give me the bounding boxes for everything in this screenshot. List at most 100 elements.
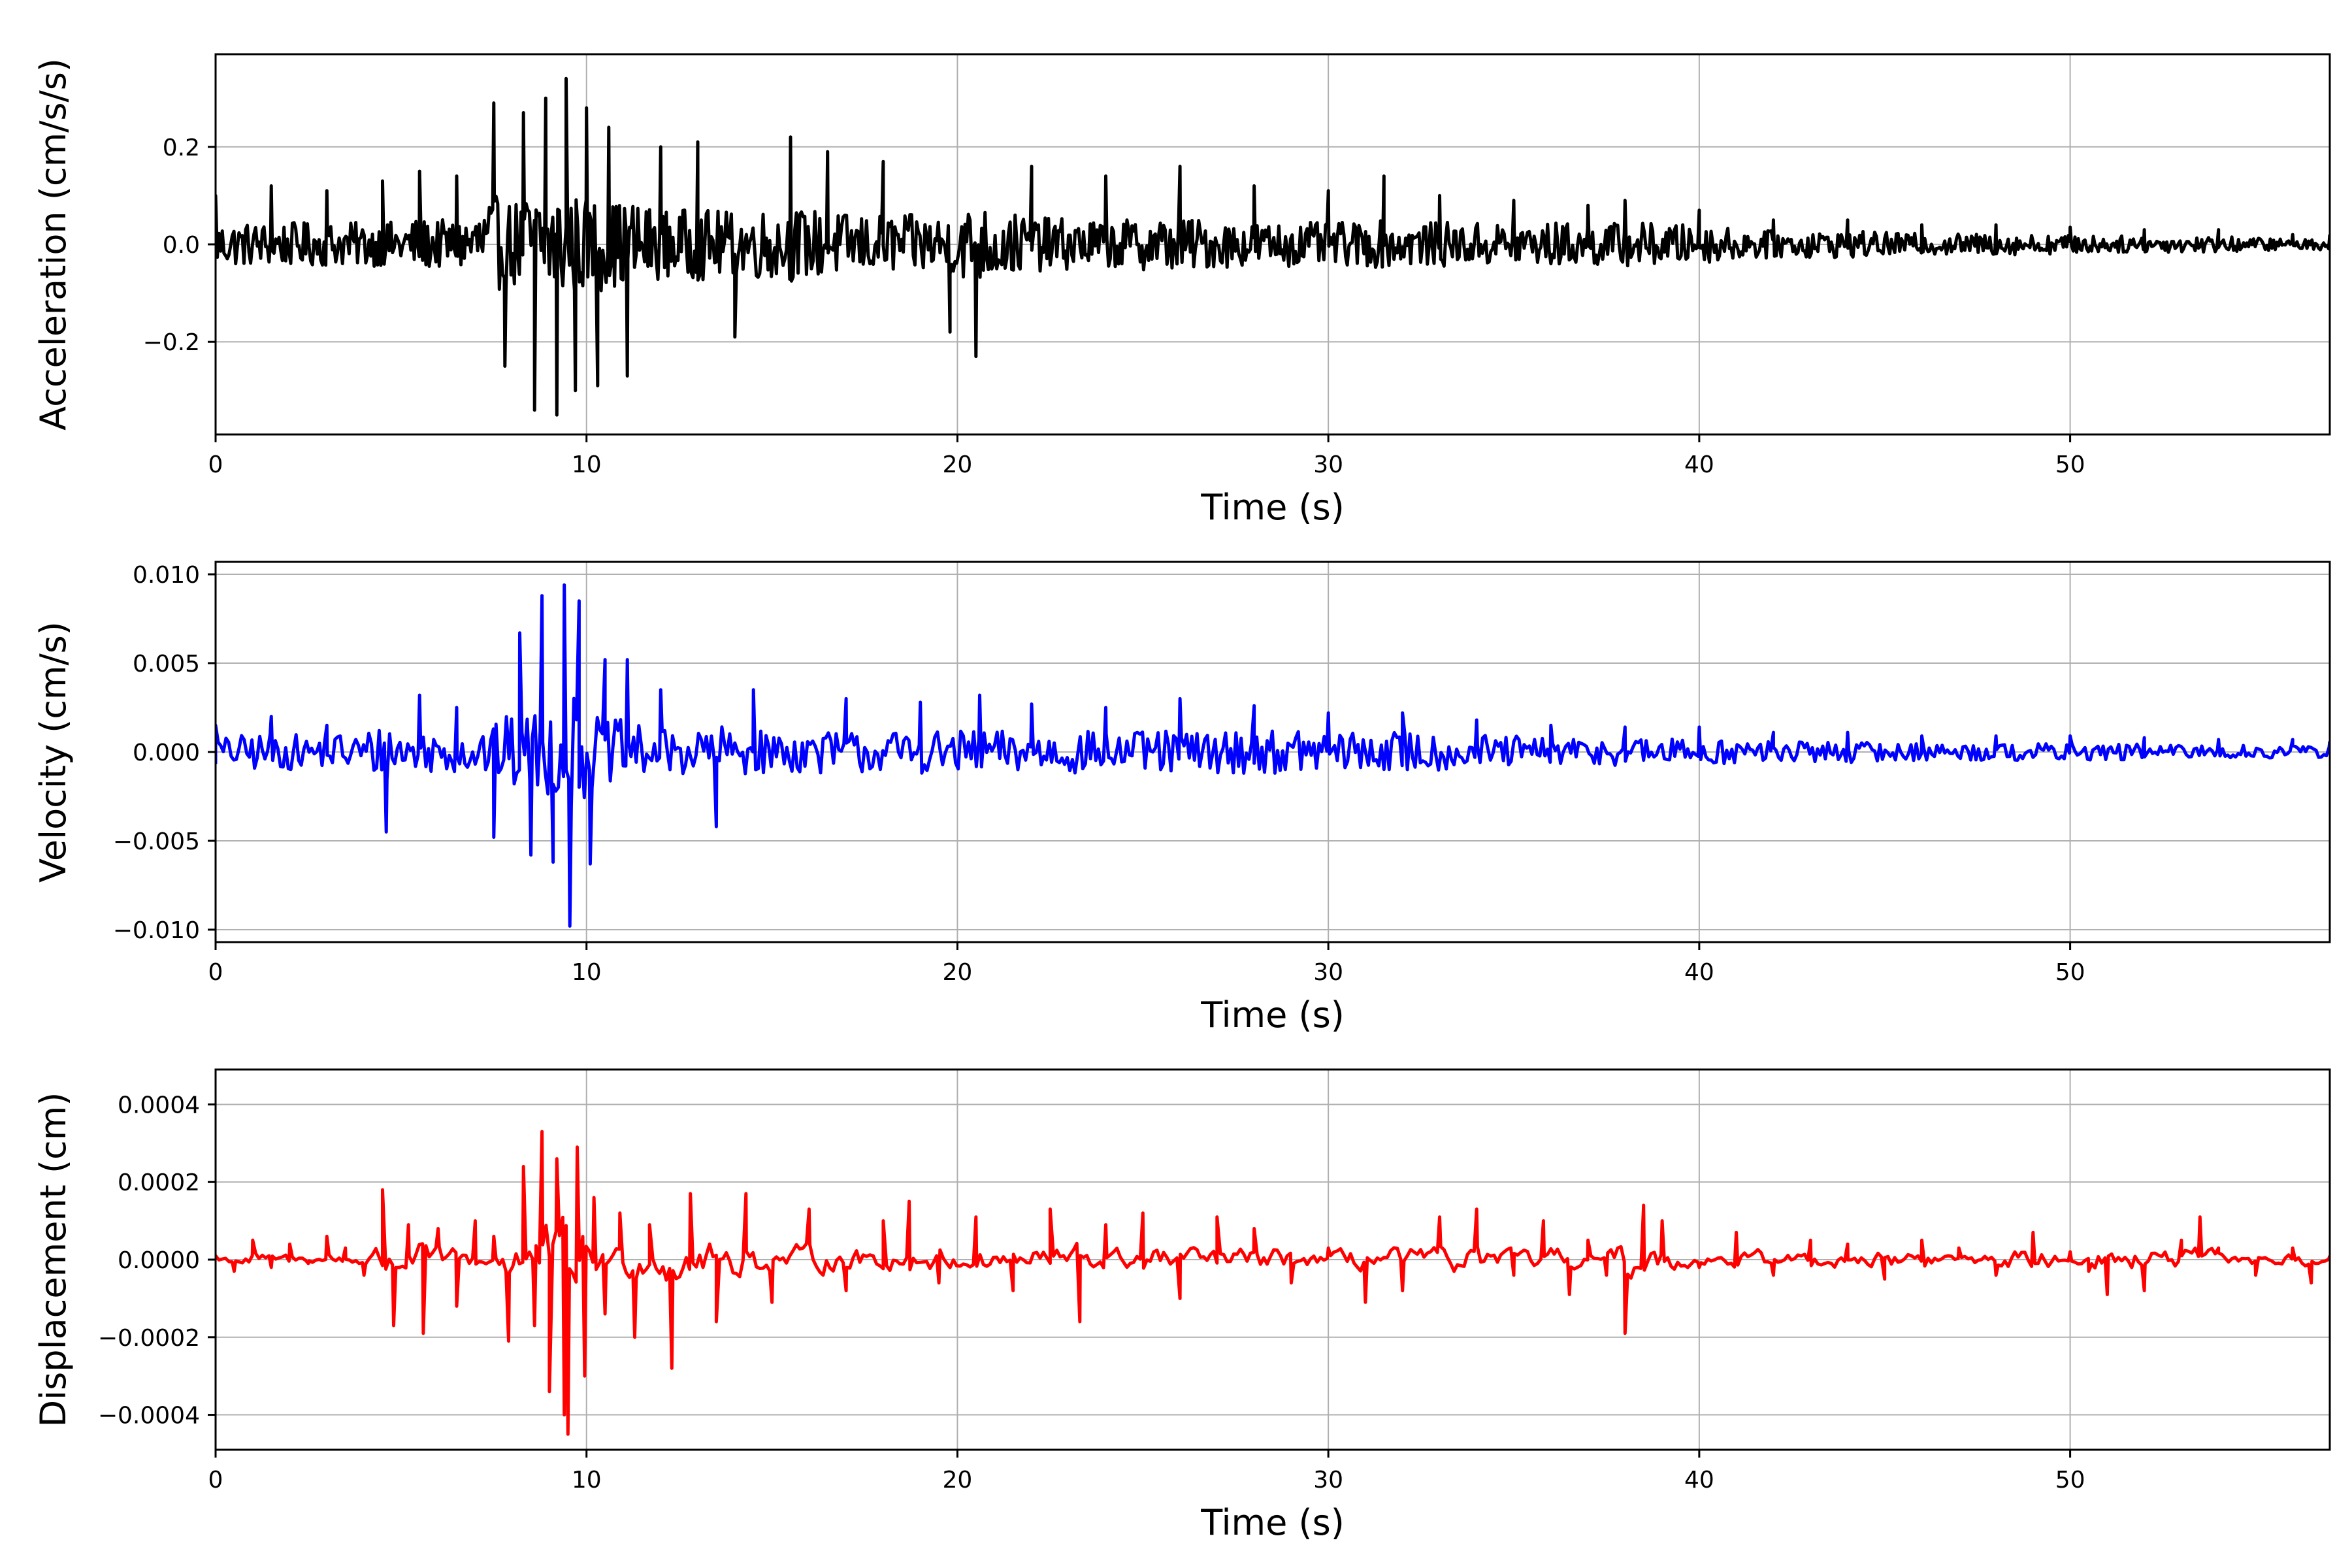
acceleration-series-line [216, 76, 2330, 417]
acceleration-data-point [1105, 175, 1107, 178]
displacement-data-point [555, 1158, 558, 1160]
x-axis-label: Time (s) [1200, 1502, 1345, 1543]
acceleration-data-point [2217, 229, 2220, 231]
acceleration-data-point [789, 136, 792, 139]
velocity-data-point [563, 583, 566, 586]
displacement-data-point [566, 1433, 569, 1435]
acceleration-data-point [555, 414, 558, 416]
displacement-data-point [522, 1165, 525, 1168]
acceleration-data-point [608, 126, 610, 129]
velocity-data-point [325, 724, 328, 727]
velocity-data-point [1550, 724, 1552, 727]
x-tick-label: 20 [943, 1467, 973, 1494]
y-tick-label: 0.010 [133, 562, 200, 589]
displacement-data-point [1438, 1216, 1441, 1218]
velocity-data-point [1846, 731, 1849, 734]
displacement-data-point [1995, 1274, 1997, 1277]
velocity-data-point [1327, 711, 1330, 714]
displacement-data-point [1141, 1212, 1144, 1215]
displacement-data-point [908, 1200, 911, 1203]
displacement-data-point [1475, 1208, 1478, 1211]
displacement-data-point [1624, 1332, 1626, 1335]
velocity-data-point [2143, 736, 2146, 739]
displacement-data-point [1846, 1243, 1849, 1245]
displacement-data-point [1049, 1208, 1051, 1211]
acceleration-data-point [2291, 233, 2294, 236]
displacement-data-point [975, 1216, 977, 1218]
acceleration-data-point [975, 355, 977, 358]
velocity-data-point [1995, 735, 1997, 738]
acceleration-panel: 0 10 20 30 40 50 −0.2 0.0 0.2 Time (s) Acceleratio… [33, 53, 2331, 528]
x-tick-label: 50 [2055, 959, 2085, 986]
y-tick-label: −0.0004 [98, 1403, 200, 1429]
x-tick-label: 0 [208, 451, 223, 478]
acceleration-data-point [1921, 223, 1923, 226]
displacement-data-point [808, 1208, 810, 1211]
displacement-data-point [407, 1224, 410, 1226]
displacement-data-point [634, 1336, 636, 1339]
acceleration-data-point [455, 175, 458, 178]
y-tick-label: 0.0 [163, 232, 200, 259]
displacement-data-point [1105, 1224, 1107, 1226]
y-tick-label: 0.0004 [118, 1092, 200, 1119]
displacement-data-point [1512, 1274, 1515, 1277]
y-axis-label: Velocity (cm/s) [33, 621, 74, 883]
displacement-data-point [1735, 1231, 1738, 1233]
displacement-data-point [648, 1224, 651, 1226]
velocity-series-line [216, 583, 2330, 928]
acceleration-data-point [1382, 175, 1385, 178]
acceleration-data-point [626, 374, 629, 377]
displacement-data-point [2217, 1247, 2220, 1249]
displacement-data-point [1568, 1293, 1571, 1296]
displacement-data-point [771, 1301, 774, 1303]
velocity-data-point [530, 854, 532, 857]
acceleration-data-point [659, 146, 662, 148]
acceleration-data-point [522, 112, 525, 114]
velocity-data-point [1624, 726, 1626, 728]
displacement-data-point [1957, 1247, 1960, 1249]
y-tick-label: −0.010 [113, 917, 200, 944]
acceleration-data-point [882, 160, 885, 163]
displacement-data-point [507, 1340, 510, 1343]
displacement-data-point [583, 1375, 586, 1377]
x-tick-label: 0 [208, 1467, 223, 1494]
acceleration-data-point [504, 365, 506, 368]
displacement-data-point [1079, 1320, 1081, 1323]
displacement-data-point [548, 1390, 551, 1393]
velocity-data-point [519, 632, 521, 634]
velocity-data-point [1401, 711, 1404, 714]
displacement-data-point [593, 1196, 595, 1199]
x-tick-label: 50 [2055, 1467, 2085, 1494]
displacement-data-point [1921, 1239, 1923, 1241]
y-tick-label: 0.0002 [118, 1169, 200, 1196]
acceleration-data-point [596, 384, 599, 387]
displacement-data-point [1884, 1278, 1886, 1281]
displacement-data-point [344, 1247, 347, 1249]
velocity-data-point [1475, 719, 1478, 721]
velocity-data-point [589, 862, 591, 865]
displacement-panel: 0 10 20 30 40 50 −0.0004 −0.0002 0.0000 0.0002 0.0… [33, 1068, 2331, 1543]
velocity-data-point [455, 706, 458, 709]
y-tick-label: −0.005 [113, 828, 200, 855]
x-tick-label: 10 [572, 1467, 602, 1494]
x-axis-label: Time (s) [1200, 994, 1345, 1036]
velocity-data-point [1105, 706, 1107, 709]
x-tick-label: 10 [572, 959, 602, 986]
displacement-data-point [2291, 1247, 2294, 1249]
x-tick-label: 30 [1313, 959, 1343, 986]
acceleration-data-point [418, 170, 421, 172]
velocity-data-point [1921, 735, 1923, 738]
displacement-data-point [882, 1220, 885, 1222]
velocity-data-point [541, 595, 544, 597]
velocity-data-point [604, 659, 606, 661]
acceleration-data-point [696, 140, 699, 143]
x-tick-label: 40 [1684, 959, 1714, 986]
velocity-data-point [418, 694, 421, 696]
acceleration-data-point [949, 331, 951, 333]
displacement-data-point [363, 1274, 365, 1277]
acceleration-data-point [1327, 189, 1330, 192]
x-tick-label: 30 [1313, 1467, 1343, 1494]
velocity-data-point [752, 689, 755, 691]
acceleration-data-point [493, 102, 495, 105]
x-tick-label: 20 [943, 451, 973, 478]
